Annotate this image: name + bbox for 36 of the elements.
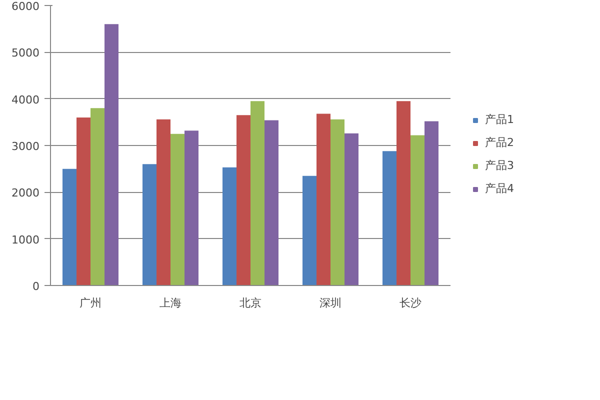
- legend-label: 产品1: [485, 112, 514, 127]
- legend-label: 产品4: [485, 181, 514, 196]
- bar: [236, 115, 250, 286]
- bar: [250, 101, 264, 286]
- bar: [76, 118, 90, 286]
- bar: [90, 108, 104, 286]
- legend-label: 产品3: [485, 158, 514, 173]
- x-tick-label: 北京: [240, 296, 262, 310]
- x-tick-label: 深圳: [320, 296, 342, 310]
- bar: [396, 101, 410, 286]
- bar: [222, 167, 236, 286]
- bar: [170, 134, 184, 286]
- bar: [142, 164, 156, 286]
- y-tick-label: 6000: [12, 0, 40, 13]
- y-tick-label: 0: [32, 280, 40, 293]
- bar: [330, 119, 344, 286]
- bar: [316, 114, 330, 286]
- y-tick-label: 2000: [12, 186, 40, 200]
- legend-label: 产品2: [485, 135, 514, 150]
- y-tick-label: 3000: [12, 140, 40, 153]
- bar: [382, 151, 396, 286]
- bar: [424, 121, 438, 286]
- bar: [156, 119, 170, 286]
- x-tick-label: 上海: [160, 296, 182, 310]
- bar: [62, 168, 76, 286]
- y-tick-label: 1000: [12, 233, 40, 246]
- bar: [410, 135, 424, 286]
- bar: [264, 120, 278, 286]
- x-tick-label: 广州: [80, 296, 102, 310]
- bar: [184, 130, 198, 286]
- x-tick-label: 长沙: [400, 296, 422, 310]
- bar: [302, 176, 316, 286]
- y-tick-label: 5000: [12, 46, 40, 60]
- bar: [344, 133, 358, 286]
- bar: [104, 24, 118, 286]
- y-tick-label: 4000: [12, 93, 40, 106]
